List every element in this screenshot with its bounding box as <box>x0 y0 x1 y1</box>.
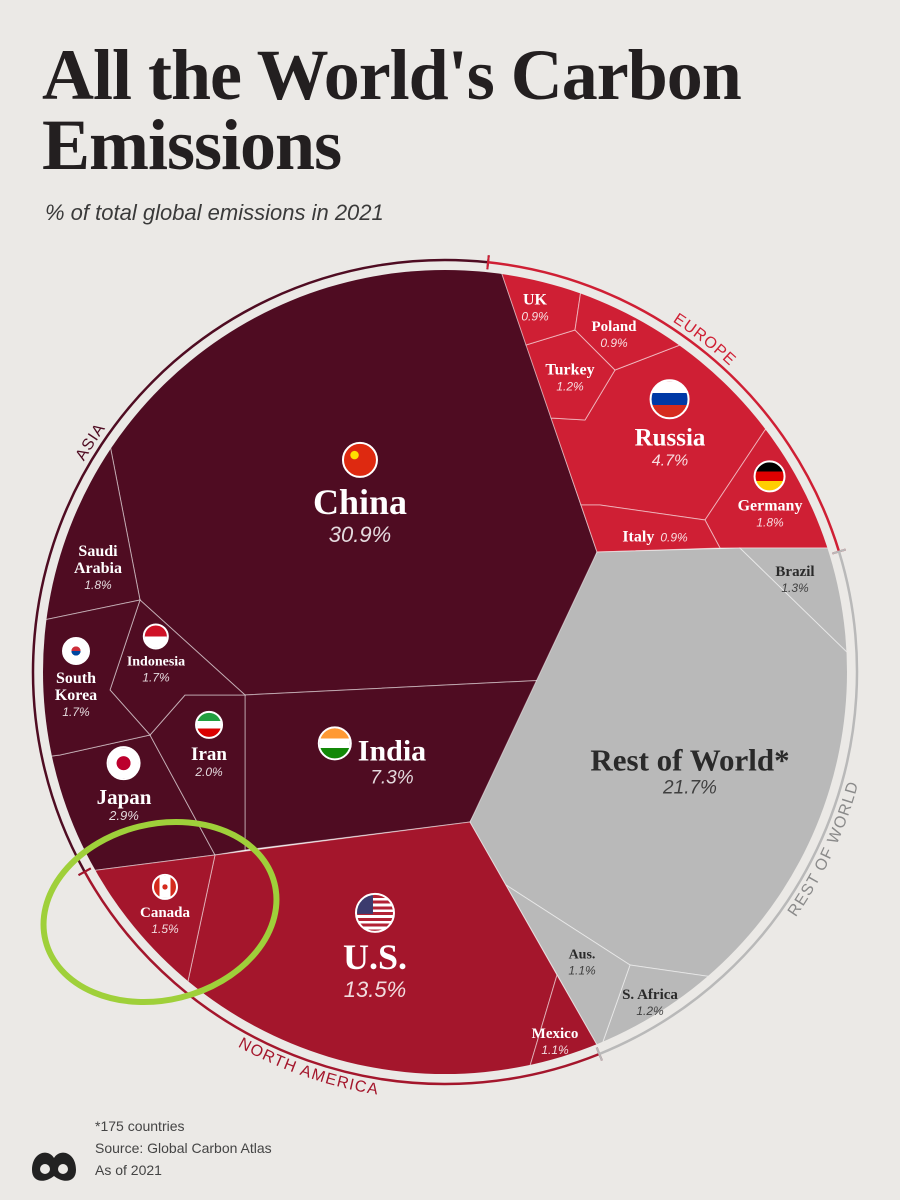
cell <box>580 504 721 553</box>
value-label: 1.7% <box>142 670 170 685</box>
country-name: Mexico <box>531 1025 579 1042</box>
cell-label: Rest of World* 21.7% <box>590 744 789 799</box>
cell-label: Indonesia 1.7% <box>127 623 185 684</box>
flag <box>142 623 169 650</box>
group-arc <box>487 261 841 552</box>
label-text: India 7.3% <box>358 735 426 789</box>
cell-label: Germany 1.8% <box>737 460 803 530</box>
value-label: 1.1% <box>568 963 596 978</box>
country-name: Japan <box>96 785 152 810</box>
value-label: 21.7% <box>663 776 717 798</box>
cell-label: Poland 0.9% <box>591 318 637 350</box>
value-label: 1.8% <box>756 515 784 530</box>
cell-label: Italy 0.9% <box>622 528 688 547</box>
group-tick <box>595 1047 603 1061</box>
value-label: 4.7% <box>651 452 689 470</box>
value-label: 1.3% <box>781 580 809 595</box>
group-tick <box>78 867 92 877</box>
cells <box>43 270 847 1074</box>
country-name: South Korea <box>54 670 98 704</box>
cell <box>43 599 151 761</box>
cell-label: Japan 2.9% <box>96 746 152 824</box>
cell-label: India 7.3% <box>317 726 426 789</box>
value-label: 0.9% <box>660 530 688 545</box>
country-name: Brazil <box>775 563 815 580</box>
country-name: Italy <box>622 528 655 546</box>
country-name: Aus. <box>568 947 596 963</box>
group-arc <box>598 551 859 1056</box>
country-name: India <box>357 734 427 768</box>
date: As of 2021 <box>95 1162 162 1178</box>
cell-label: Aus. 1.1% <box>568 948 595 977</box>
flag <box>355 892 395 933</box>
flag <box>317 726 352 761</box>
country-name: Indonesia <box>126 654 186 670</box>
value-label: 1.7% <box>62 704 90 719</box>
cell-label: Turkey 1.2% <box>545 361 595 394</box>
cell-label: Brazil 1.3% <box>775 563 815 595</box>
flag <box>106 746 141 781</box>
cell-label: UK 0.9% <box>521 291 549 324</box>
value-label: 1.2% <box>636 1003 664 1018</box>
value-label: 1.8% <box>84 577 112 592</box>
value-label: 7.3% <box>370 766 414 788</box>
flag <box>152 873 178 900</box>
value-label: 0.9% <box>600 335 628 350</box>
country-name: S. Africa <box>622 986 678 1003</box>
country-name: Rest of World* <box>590 742 790 778</box>
cell-label: Canada 1.5% <box>139 873 191 936</box>
group-tick <box>832 548 846 555</box>
cell-label: Iran 2.0% <box>191 710 227 779</box>
value-label: 0.9% <box>521 309 549 324</box>
country-name: Iran <box>191 743 227 765</box>
country-name: Canada <box>139 904 191 921</box>
cell <box>505 884 631 1052</box>
logo <box>32 1152 76 1181</box>
footnote: *175 countries <box>95 1118 185 1134</box>
flag <box>650 379 690 420</box>
cell-label: U.S. 13.5% <box>342 892 408 1003</box>
source: Source: Global Carbon Atlas <box>95 1140 272 1156</box>
value-label: 30.9% <box>328 521 392 547</box>
flag <box>754 460 786 493</box>
country-name: Russia <box>634 424 706 452</box>
country-name: Poland <box>591 318 637 335</box>
highlight-circle <box>40 818 280 1006</box>
group-tick <box>486 255 490 270</box>
cell-label: Russia 4.7% <box>634 379 706 470</box>
group-arc <box>31 258 489 873</box>
chart-subtitle: % of total global emissions in 2021 <box>45 200 384 225</box>
flag <box>195 710 223 739</box>
country-name: China <box>312 481 408 522</box>
value-label: 1.1% <box>541 1042 569 1057</box>
cell-label: Mexico 1.1% <box>531 1025 579 1057</box>
value-label: 1.2% <box>556 379 584 394</box>
chart-title: All the World's Carbon Emissions <box>42 35 742 185</box>
value-label: 13.5% <box>343 976 407 1002</box>
country-name: Saudi Arabia <box>74 543 122 577</box>
flag <box>62 637 90 666</box>
country-name: U.S. <box>342 936 408 977</box>
cell-label: Saudi Arabia 1.8% <box>63 543 133 592</box>
cell-label: S. Africa 1.2% <box>622 986 678 1018</box>
footer: *175 countries Source: Global Carbon Atl… <box>95 1115 272 1181</box>
value-label: 1.5% <box>151 921 179 936</box>
value-label: 2.9% <box>109 808 139 824</box>
flag <box>341 441 378 478</box>
cell-label: China 30.9% <box>312 441 408 548</box>
country-name: Germany <box>737 497 803 515</box>
value-label: 2.0% <box>195 764 223 779</box>
country-name: Turkey <box>545 361 595 379</box>
cell-label: South Korea 1.7% <box>41 637 111 719</box>
group-arc <box>83 871 600 1086</box>
country-name: UK <box>522 291 547 309</box>
